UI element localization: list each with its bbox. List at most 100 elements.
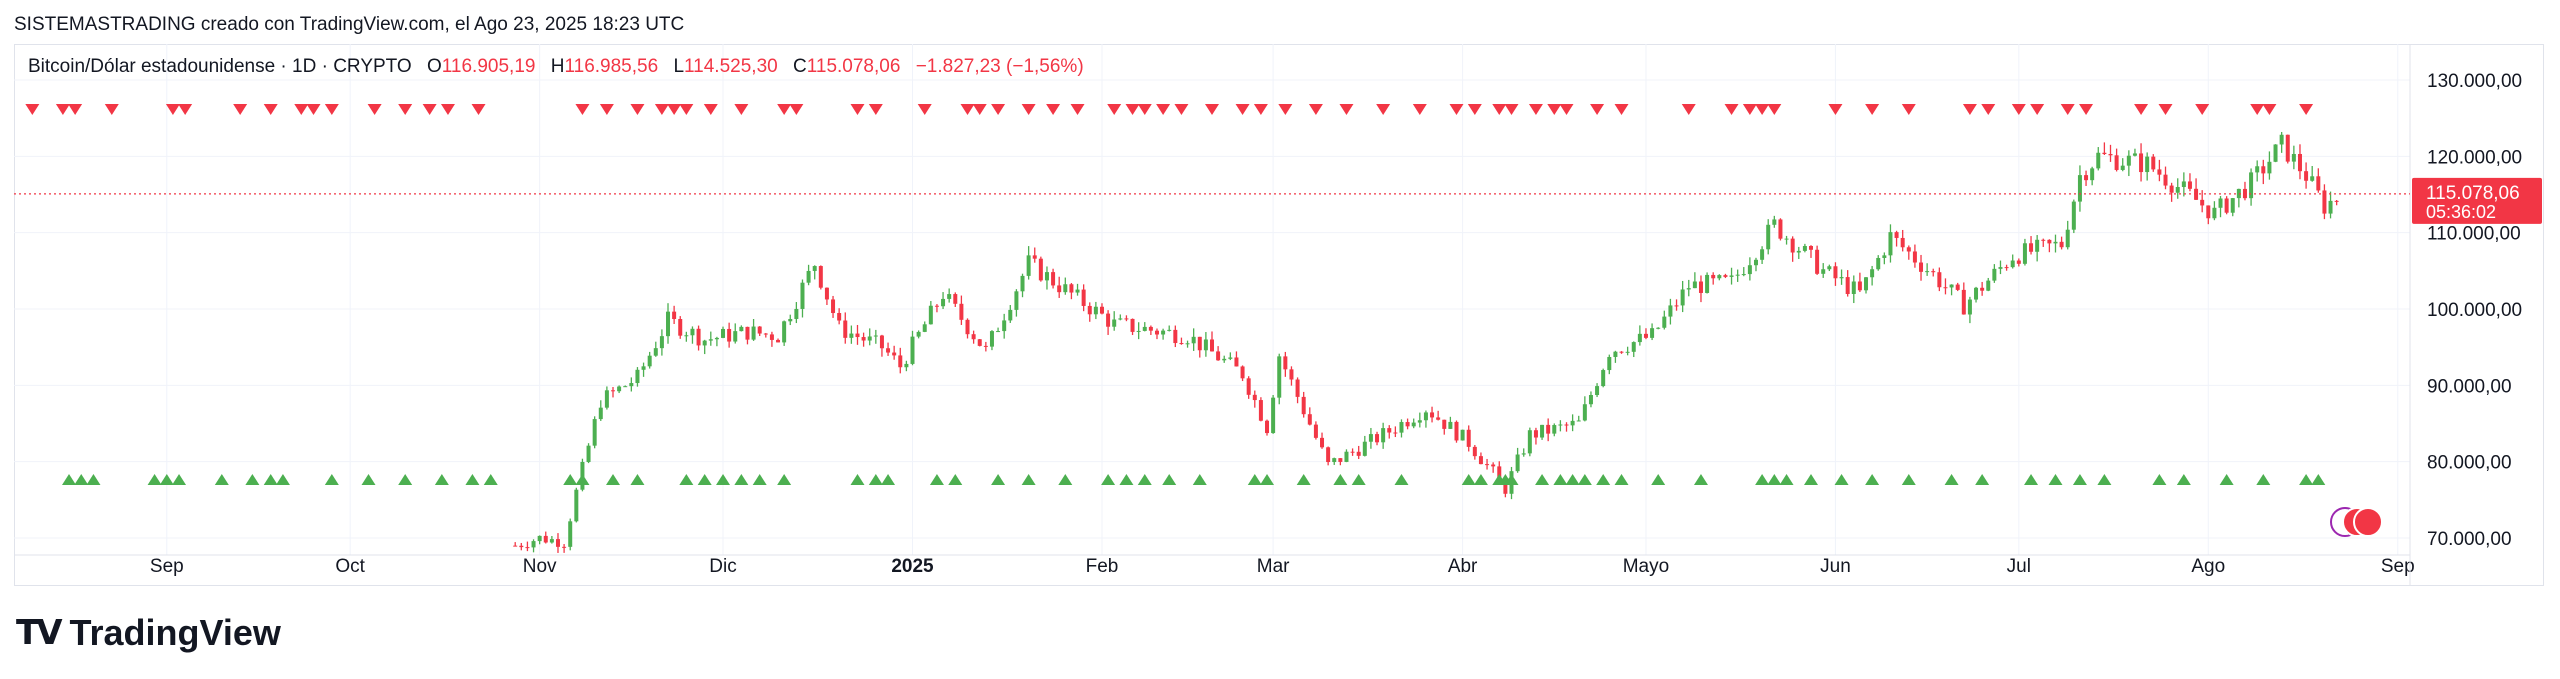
- candlestick-chart[interactable]: Sep Oct Nov Dic 2025 Feb Mar Abr Mayo Jun Jul Ago Se…: [0, 0, 2560, 600]
- buy-signal-triangle: [172, 474, 187, 485]
- buy-signal-triangle: [1577, 474, 1592, 485]
- candle-body: [1980, 287, 1985, 291]
- candle-body: [892, 352, 897, 356]
- candle-body: [1937, 272, 1942, 288]
- sell-signal-triangle: [398, 104, 413, 115]
- candle-body: [2053, 241, 2058, 244]
- candle-body: [2304, 171, 2309, 181]
- candle-body: [1729, 275, 1734, 277]
- buy-signal-triangle: [1804, 474, 1818, 485]
- candle-body: [2084, 175, 2089, 181]
- candle-body: [861, 337, 866, 341]
- candle-body: [2120, 165, 2125, 170]
- buy-signal-triangle: [2219, 474, 2234, 485]
- sell-signal-triangle: [1681, 104, 1696, 115]
- buy-signal-triangle: [361, 474, 376, 485]
- open-key: O: [426, 56, 442, 77]
- sell-signal-triangle: [850, 104, 865, 115]
- buy-signal-triangle: [777, 474, 792, 485]
- buy-signal-triangle: [850, 474, 865, 485]
- candle-body: [1044, 272, 1049, 281]
- buy-signal-triangle: [1351, 474, 1366, 485]
- candle-body: [1558, 424, 1563, 426]
- candle-body: [1588, 395, 1593, 405]
- candle-body: [2126, 155, 2131, 166]
- event-flags: [2330, 507, 2383, 537]
- buy-signal-triangle: [434, 474, 449, 485]
- candle-body: [2114, 155, 2119, 170]
- y-tick-label: 70.000,00: [2427, 529, 2512, 550]
- candle-body: [1906, 247, 1911, 252]
- sell-signal-triangle: [1137, 104, 1152, 115]
- candle-body: [745, 326, 750, 340]
- buy-signal-triangle: [398, 474, 413, 485]
- candle-body: [2029, 243, 2034, 252]
- sell-signal-triangle: [1981, 104, 1996, 115]
- candle-body: [1912, 251, 1917, 263]
- tradingview-brand[interactable]: 𝗧𝗩 TradingView: [16, 612, 281, 654]
- sell-signal-triangle: [1235, 104, 1250, 115]
- candle-body: [574, 489, 579, 522]
- candle-body: [1258, 400, 1263, 421]
- x-tick-label: Sep: [2381, 556, 2415, 577]
- candle-body: [1020, 275, 1025, 292]
- candle-body: [2285, 134, 2290, 162]
- sell-signal-triangle: [294, 104, 309, 115]
- sell-signal-triangle: [1755, 104, 1770, 115]
- buy-signal-triangle: [2311, 474, 2326, 485]
- candle-body: [1038, 258, 1043, 281]
- sell-signal-triangle: [1449, 104, 1464, 115]
- candle-body: [2010, 260, 2015, 268]
- x-tick-label: Oct: [335, 556, 365, 577]
- candle-body: [1460, 429, 1465, 441]
- candle-body: [611, 390, 615, 392]
- y-tick-label: 90.000,00: [2427, 376, 2512, 397]
- candle-body: [1961, 289, 1966, 315]
- grid-lines: [14, 44, 2410, 555]
- candle-body: [1607, 356, 1612, 371]
- candle-body: [1093, 306, 1098, 315]
- sell-signal-triangle: [2262, 104, 2277, 115]
- sell-signal-triangle: [1865, 104, 1880, 115]
- candle-body: [1900, 237, 1905, 248]
- candle-body: [763, 333, 768, 335]
- candle-body: [910, 336, 915, 364]
- candle-body: [2261, 166, 2266, 174]
- last-price-value: 115.078,06: [2426, 183, 2520, 204]
- buy-signal-triangle: [159, 474, 174, 485]
- x-tick-label: Sep: [150, 556, 184, 577]
- candle-body: [1301, 396, 1306, 415]
- buy-signal-triangle: [2048, 474, 2063, 485]
- buy-signal-triangle: [147, 474, 162, 485]
- sell-signal-triangle: [1467, 104, 1482, 115]
- candle-body: [1338, 458, 1343, 462]
- candle-body: [1741, 274, 1746, 276]
- candle-body: [562, 546, 567, 548]
- candle-body: [702, 340, 707, 346]
- candle-body: [1735, 274, 1740, 276]
- candle-body: [1986, 280, 1991, 291]
- candle-body: [714, 337, 719, 340]
- buy-signal-triangle: [2097, 474, 2112, 485]
- x-tick-label: Mayo: [1623, 556, 1669, 577]
- candle-body: [1130, 318, 1135, 332]
- candle-body: [2157, 169, 2162, 175]
- candle-body: [1876, 257, 1881, 270]
- candle-body: [2065, 229, 2070, 248]
- candle-body: [696, 328, 701, 346]
- buy-signal-triangle: [1119, 474, 1134, 485]
- candle-body: [2181, 181, 2186, 188]
- candle-body: [965, 319, 970, 335]
- buy-signal-triangle: [1901, 474, 1916, 485]
- candle-body: [855, 333, 860, 338]
- candle-body: [2004, 267, 2009, 269]
- candle-body: [1136, 330, 1141, 332]
- candle-body: [1246, 378, 1251, 395]
- buy-signal-triangle: [275, 474, 290, 485]
- sell-signal-triangle: [324, 104, 339, 115]
- candle-body: [812, 266, 817, 271]
- buy-signal-triangle: [1162, 474, 1177, 485]
- candle-body: [1674, 305, 1679, 307]
- buy-signal-triangle: [630, 474, 645, 485]
- candle-body: [2310, 176, 2315, 181]
